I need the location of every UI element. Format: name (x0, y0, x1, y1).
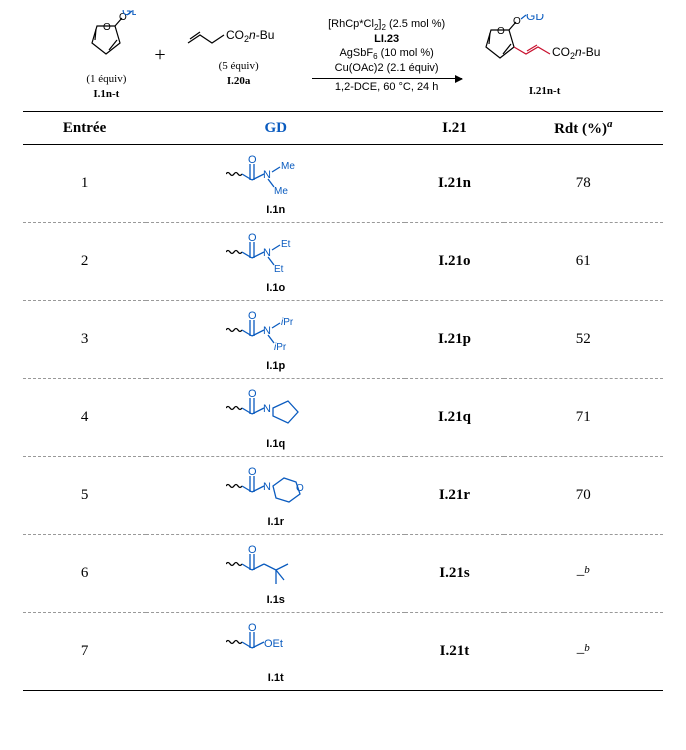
th-i21: I.21 (405, 112, 503, 145)
cond-3: AgSbF6 (10 mol %) (339, 47, 433, 59)
cell-yield: 71 (504, 379, 663, 457)
cell-product: I.21n (405, 145, 503, 223)
svg-text:N: N (263, 169, 271, 181)
product: O O GD CO2n-Bu I.21n-t (480, 14, 610, 98)
cell-product: I.21o (405, 223, 503, 301)
svg-text:iPr: iPr (281, 317, 294, 328)
co2nbu-label-1: CO2n-Bu (226, 28, 274, 44)
svg-text:Me: Me (274, 186, 288, 197)
cell-gd: N Me Me I.1n (146, 145, 405, 223)
gd-sub-label: I.1q (150, 438, 401, 450)
th-gd: GD (146, 112, 405, 145)
svg-text:N: N (263, 403, 271, 415)
cond-1: [RhCp*Cl2]2 (2.5 mol %) (328, 18, 445, 30)
cell-gd: N Et Et I.1o (146, 223, 405, 301)
table-row: 6 I.1s I.21s –b (23, 535, 663, 613)
results-table: Entrée GD I.21 Rdt (%)a 1 N Me Me I.1n I… (23, 111, 663, 691)
cell-yield: –b (504, 613, 663, 691)
gd-sub-label: I.1t (150, 672, 401, 684)
product-icon: O O GD CO2n-Bu (480, 14, 610, 70)
cell-gd: N I.1q (146, 379, 405, 457)
cell-entry: 1 (23, 145, 146, 223)
table-row: 5 N O I.1r I.21r 70 (23, 457, 663, 535)
svg-text:O: O (296, 483, 304, 494)
table-row: 2 N Et Et I.1o I.21o 61 (23, 223, 663, 301)
product-id: I.21n-t (529, 85, 560, 97)
cell-yield: 61 (504, 223, 663, 301)
svg-text:N: N (263, 247, 271, 259)
gd-structure-icon: N O (226, 464, 326, 514)
reaction-arrow: [RhCp*Cl2]2 (2.5 mol %) LI.23 AgSbF6 (10… (312, 18, 462, 93)
cell-yield: –b (504, 535, 663, 613)
gd-structure-icon: N (226, 386, 326, 436)
cell-yield: 78 (504, 145, 663, 223)
cell-entry: 6 (23, 535, 146, 613)
cell-entry: 2 (23, 223, 146, 301)
svg-text:N: N (263, 325, 271, 337)
svg-text:N: N (263, 481, 271, 493)
gd-sub-label: I.1o (150, 282, 401, 294)
cell-yield: 70 (504, 457, 663, 535)
reactant-2: CO2n-Bu (5 équiv) I.20a (184, 23, 294, 88)
reactant-1: O O GD (1 équiv) I.1n-t (76, 10, 136, 101)
cell-gd: OEt I.1t (146, 613, 405, 691)
table-row: 7 OEt I.1t I.21t –b (23, 613, 663, 691)
svg-text:O: O (513, 16, 521, 27)
cell-gd: N iPr iPr I.1p (146, 301, 405, 379)
svg-text:iPr: iPr (274, 342, 287, 353)
cell-product: I.21p (405, 301, 503, 379)
co2nbu-label-2: CO2n-Bu (552, 45, 600, 61)
cell-yield: 52 (504, 301, 663, 379)
reaction-scheme: O O GD (1 équiv) I.1n-t + CO2n-Bu (5 équ… (0, 0, 686, 107)
gd-label-2: GD (526, 14, 544, 23)
table-row: 4 N I.1q I.21q 71 (23, 379, 663, 457)
gd-structure-icon: OEt (226, 620, 326, 670)
gd-sub-label: I.1s (150, 594, 401, 606)
table-row: 1 N Me Me I.1n I.21n 78 (23, 145, 663, 223)
th-yield: Rdt (%)a (504, 112, 663, 145)
gd-sub-label: I.1r (150, 516, 401, 528)
reactant2-id: I.20a (227, 75, 251, 87)
cell-entry: 5 (23, 457, 146, 535)
reactant1-equiv: (1 équiv) (76, 73, 136, 86)
svg-text:OEt: OEt (264, 638, 283, 650)
reactant1-id: I.1n-t (93, 88, 119, 100)
svg-text:O: O (103, 22, 111, 33)
gd-sub-label: I.1p (150, 360, 401, 372)
cell-product: I.21s (405, 535, 503, 613)
gd-structure-icon (226, 542, 326, 592)
gd-label-1: GD (122, 10, 136, 18)
furan-reactant-icon: O O GD (76, 10, 136, 66)
cond-2: LI.23 (374, 33, 399, 45)
svg-text:O: O (497, 26, 505, 37)
cond-4: Cu(OAc)2 (2.1 équiv) (335, 62, 439, 74)
cell-product: I.21q (405, 379, 503, 457)
svg-text:Et: Et (281, 239, 291, 250)
th-entry: Entrée (23, 112, 146, 145)
gd-structure-icon: N Et Et (226, 230, 326, 280)
gd-structure-icon: N iPr iPr (226, 308, 326, 358)
table-row: 3 N iPr iPr I.1p I.21p 52 (23, 301, 663, 379)
cell-entry: 7 (23, 613, 146, 691)
reactant2-equiv: (5 équiv) (184, 60, 294, 73)
cell-entry: 4 (23, 379, 146, 457)
cell-gd: I.1s (146, 535, 405, 613)
cell-product: I.21t (405, 613, 503, 691)
svg-text:Et: Et (274, 264, 284, 275)
cond-5: 1,2-DCE, 60 °C, 24 h (312, 81, 462, 93)
cell-entry: 3 (23, 301, 146, 379)
plus-sign: + (154, 44, 165, 67)
svg-text:Me: Me (281, 161, 295, 172)
cell-gd: N O I.1r (146, 457, 405, 535)
acrylate-icon: CO2n-Bu (184, 23, 294, 53)
gd-structure-icon: N Me Me (226, 152, 326, 202)
gd-sub-label: I.1n (150, 204, 401, 216)
cell-product: I.21r (405, 457, 503, 535)
